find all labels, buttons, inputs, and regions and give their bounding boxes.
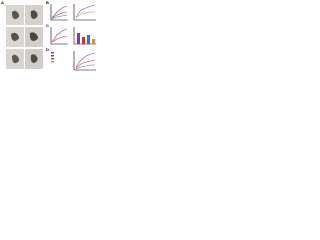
cell: [29, 32, 38, 41]
series-line: [75, 59, 96, 69]
cell: [30, 54, 38, 63]
image-grid: [6, 5, 43, 69]
axis: [73, 4, 96, 21]
series-line: [75, 64, 95, 70]
cell: [12, 54, 20, 64]
figure: A B C D: [0, 0, 100, 75]
cell: [12, 10, 20, 20]
series-line: [75, 11, 95, 19]
series-line: [51, 28, 68, 43]
series-line: [51, 5, 68, 19]
panel-label: C: [46, 23, 49, 28]
panel-label: A: [1, 0, 4, 5]
axis: [73, 51, 96, 71]
legend-swatch: [51, 58, 54, 60]
legend-swatch: [51, 55, 54, 57]
axis: [50, 27, 68, 45]
series-line: [75, 4, 96, 18]
bar-shape: [92, 39, 95, 44]
chart-sketch: [50, 27, 96, 45]
bar-shape: [87, 35, 90, 44]
series-line: [51, 35, 68, 43]
panel-label: D: [46, 47, 49, 52]
series-line: [51, 14, 68, 20]
cell: [11, 32, 19, 41]
chart-sketch: [51, 51, 96, 71]
chart-sketch: [50, 4, 96, 21]
page: {"panels": [{"label": "A"}, {"label": "B…: [0, 0, 100, 75]
series-line: [75, 52, 96, 68]
panel-label: B: [46, 0, 49, 5]
legend-swatch: [51, 52, 54, 54]
series-line: [51, 11, 68, 19]
cell: [30, 10, 38, 19]
legend-swatch: [51, 61, 54, 63]
bar-shape: [77, 33, 80, 44]
axis: [50, 4, 68, 21]
bar-shape: [82, 37, 85, 44]
